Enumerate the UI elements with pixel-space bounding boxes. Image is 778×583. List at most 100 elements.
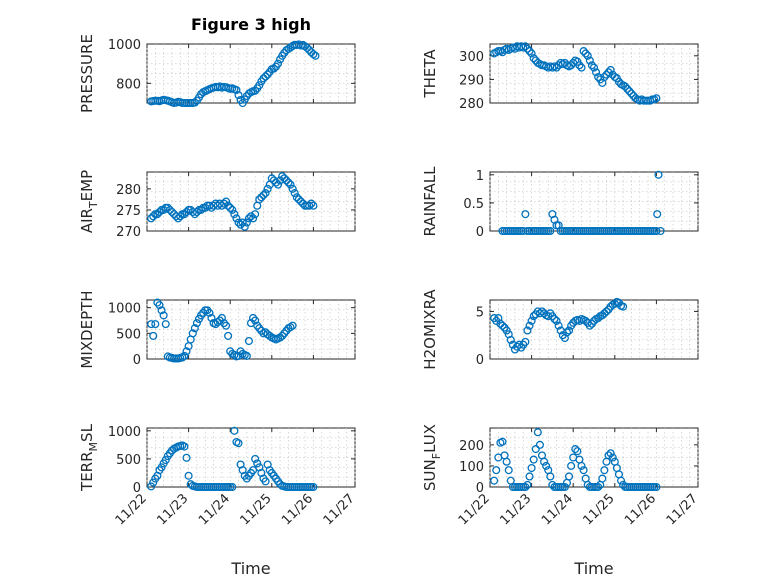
- data-point: [242, 351, 251, 360]
- data-point: [286, 323, 295, 332]
- y-tick-label: 0: [133, 353, 141, 368]
- x-tick-label: 11/27: [664, 491, 701, 528]
- data-point: [490, 476, 499, 485]
- data-point: [190, 98, 199, 107]
- data-point: [527, 49, 536, 58]
- y-tick-label: 280: [116, 183, 141, 198]
- x-tick-label: 11/27: [321, 491, 358, 528]
- x-tick-label: 11/22: [456, 491, 493, 528]
- data-point: [616, 476, 626, 485]
- data-point: [527, 463, 536, 473]
- data-point: [585, 321, 594, 330]
- data-point: [540, 457, 549, 466]
- data-point: [176, 212, 185, 221]
- subplot-air_temp: 270 275 280 AIRTEMP: [78, 170, 356, 240]
- y-tick-label: 1: [476, 169, 484, 184]
- data-point: [579, 47, 588, 56]
- x-tick-label: 11/26: [279, 491, 316, 528]
- y-axis-label: THETA: [421, 49, 439, 99]
- data-point: [305, 45, 314, 54]
- y-axis-label: MIXDEPTH: [78, 290, 96, 368]
- data-point: [182, 347, 191, 356]
- data-point: [592, 68, 601, 77]
- gridlines: [489, 44, 699, 103]
- y-tick-label: 500: [116, 453, 141, 468]
- data-point: [244, 214, 253, 223]
- y-tick-label: 500: [116, 327, 141, 342]
- data-point: [178, 353, 187, 362]
- data-point: [261, 477, 270, 486]
- data-point: [149, 331, 158, 340]
- series-markers: [147, 40, 320, 108]
- data-point: [228, 482, 237, 492]
- data-point: [621, 82, 630, 91]
- data-point: [228, 205, 237, 214]
- subplot-h2omixra: 0 5 H2OMIXRA: [421, 289, 699, 370]
- data-point: [217, 313, 226, 323]
- data-point: [560, 482, 569, 492]
- data-point: [163, 203, 172, 212]
- subplot-sun_flux: 0 100 200 11/22 11/23 11/24 11/25 11/26 11/27 SUN…: [421, 424, 701, 528]
- data-point: [523, 480, 532, 489]
- data-point: [608, 453, 617, 462]
- data-point: [502, 457, 511, 466]
- data-point: [571, 445, 580, 454]
- data-point: [579, 466, 588, 475]
- y-tick-label: 0: [476, 353, 484, 368]
- data-point: [151, 320, 160, 329]
- data-point: [251, 210, 260, 219]
- data-point: [581, 49, 590, 58]
- data-point: [224, 331, 233, 340]
- data-point: [261, 72, 270, 81]
- data-point: [180, 351, 189, 360]
- data-point: [623, 84, 632, 93]
- data-point: [523, 326, 532, 335]
- data-point: [230, 210, 239, 219]
- data-point: [221, 321, 231, 330]
- data-point: [307, 199, 316, 208]
- data-point: [652, 94, 661, 103]
- y-tick-label: 270: [116, 225, 141, 240]
- data-point: [577, 461, 586, 470]
- data-point: [604, 451, 613, 460]
- data-point: [190, 324, 199, 333]
- data-point: [583, 51, 592, 60]
- data-point: [527, 316, 536, 325]
- data-point: [290, 189, 299, 198]
- data-point: [575, 61, 584, 70]
- data-point: [294, 195, 303, 204]
- data-point: [240, 222, 249, 231]
- data-point: [521, 210, 530, 219]
- data-point: [492, 466, 501, 475]
- data-point: [525, 321, 534, 330]
- data-point: [234, 91, 243, 100]
- data-point: [205, 308, 214, 317]
- data-point: [153, 210, 162, 219]
- data-point: [147, 214, 156, 223]
- data-point: [267, 174, 276, 183]
- data-point: [654, 170, 663, 179]
- data-point: [311, 51, 320, 60]
- data-point: [282, 176, 291, 185]
- data-point: [230, 426, 239, 435]
- data-point: [188, 329, 197, 338]
- data-point: [554, 321, 563, 330]
- data-point: [606, 449, 615, 458]
- data-point: [533, 428, 542, 437]
- data-point: [602, 307, 611, 316]
- data-point: [627, 89, 636, 98]
- data-point: [531, 445, 540, 454]
- data-point: [190, 210, 199, 219]
- data-point: [546, 226, 555, 236]
- x-tick-label: 11/26: [622, 491, 659, 528]
- data-point: [159, 311, 168, 320]
- data-point: [309, 50, 318, 59]
- data-point: [656, 226, 665, 236]
- data-point: [278, 172, 287, 181]
- data-point: [161, 455, 170, 465]
- data-point: [219, 199, 229, 208]
- data-point: [587, 61, 596, 70]
- data-point: [552, 63, 561, 72]
- series-markers: [498, 170, 665, 236]
- y-tick-label: 5: [476, 305, 484, 320]
